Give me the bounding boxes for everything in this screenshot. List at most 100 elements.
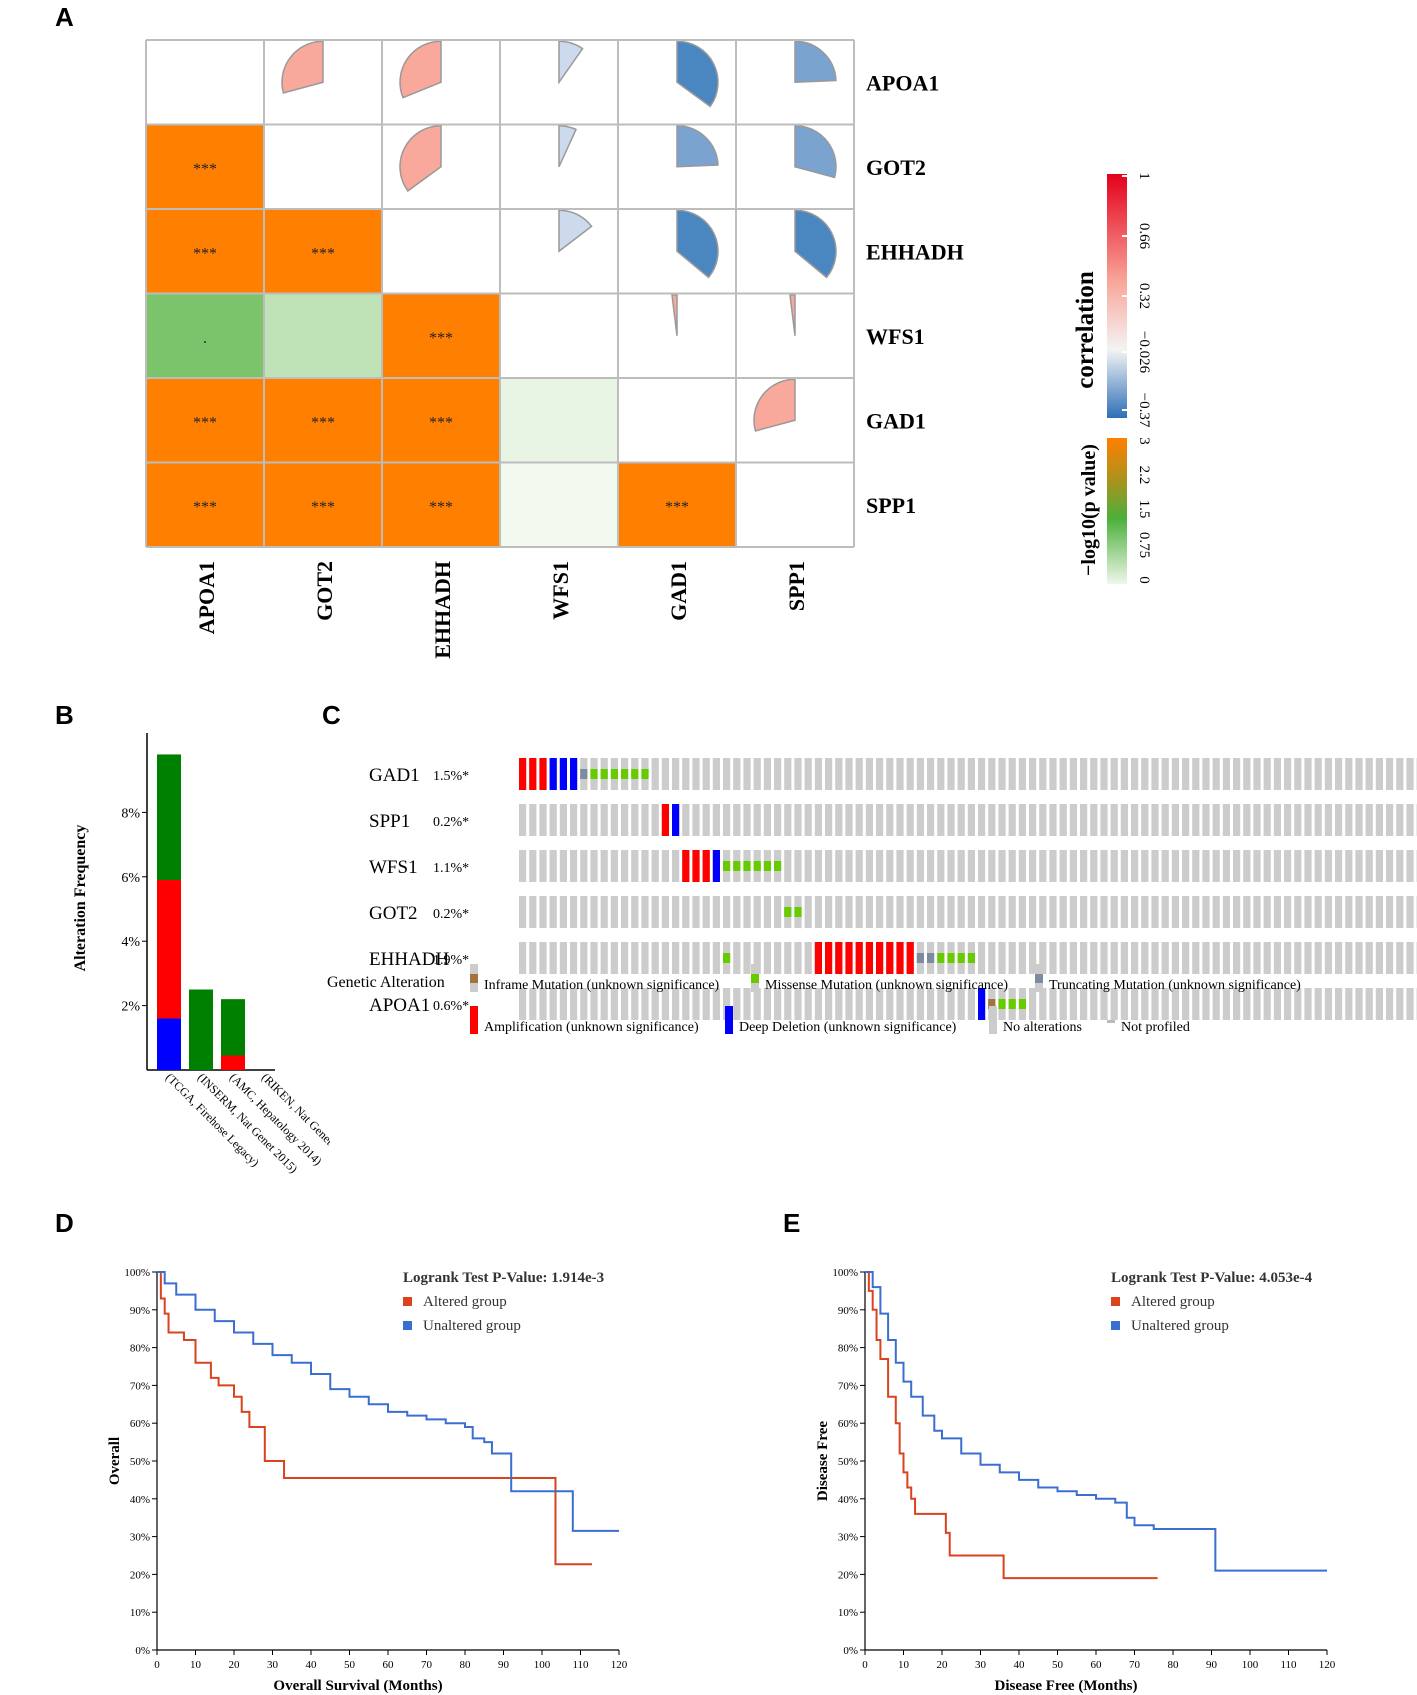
sample-cell [529, 804, 537, 836]
y-tick-label: 80% [838, 1343, 858, 1355]
mutation-mark [1008, 999, 1016, 1009]
legend-label: Missense Mutation (unknown significance) [765, 978, 1008, 993]
mutation-mark [641, 769, 649, 779]
gene-label: GOT2 [369, 903, 418, 924]
sample-cell [610, 804, 618, 836]
sig-stars: *** [429, 499, 453, 516]
sample-cell [1406, 988, 1414, 1020]
sample-cell [1080, 988, 1088, 1020]
sample-cell [1059, 988, 1067, 1020]
sample-cell [1263, 988, 1271, 1020]
sample-cell [1263, 896, 1271, 928]
sample-cell [621, 988, 629, 1020]
sig-cell [264, 209, 382, 294]
sample-cell [988, 850, 996, 882]
sample-cell [539, 804, 547, 836]
sample-cell [1192, 804, 1200, 836]
sample-cell [804, 896, 812, 928]
sample-cell [855, 758, 863, 790]
sample-cell [814, 850, 822, 882]
mutation-mark [743, 861, 751, 871]
y-tick-label: 4% [121, 935, 140, 950]
sample-cell [998, 896, 1006, 928]
sample-cell [559, 804, 567, 836]
legend-swatch [989, 1006, 997, 1034]
sample-cell [672, 988, 680, 1020]
sig-cell [264, 462, 382, 547]
sample-cell [784, 850, 792, 882]
y-axis-title: Disease Free [815, 1421, 831, 1501]
sample-cell [1345, 942, 1353, 974]
sample-cell [1212, 758, 1220, 790]
colorbar-tick-label: 0.75 [1136, 532, 1152, 558]
sample-cell [1212, 850, 1220, 882]
sample-cell [641, 804, 649, 836]
sample-cell [1294, 896, 1302, 928]
colorbar-tick-label: 1 [1136, 172, 1152, 180]
sample-cell [1069, 850, 1077, 882]
legend-label: Unaltered group [1131, 1318, 1229, 1334]
x-tick-label: 0 [862, 1659, 868, 1671]
x-tick-label: 120 [611, 1659, 628, 1671]
colorbar-tick-label: 0.66 [1136, 223, 1152, 250]
sample-cell [1100, 896, 1108, 928]
sample-cell [1304, 988, 1312, 1020]
legend-label: Amplification (unknown significance) [484, 1020, 699, 1035]
sample-cell [763, 942, 771, 974]
sample-cell [1284, 850, 1292, 882]
sample-cell [702, 896, 710, 928]
sample-cell [672, 850, 680, 882]
x-axis-title: Overall Survival (Months) [273, 1678, 442, 1694]
mutation-mark [947, 953, 955, 963]
x-tick-label: 40 [306, 1659, 318, 1671]
sample-cell [712, 804, 720, 836]
sample-cell [549, 850, 557, 882]
sample-cell [1171, 850, 1179, 882]
sample-cell [519, 896, 527, 928]
sample-cell [1039, 850, 1047, 882]
sample-cell [692, 942, 700, 974]
sample-cell [1243, 804, 1251, 836]
sample-cell [1335, 804, 1343, 836]
gene-pct: 0.2%* [433, 907, 469, 922]
sample-cell [1355, 988, 1363, 1020]
sample-cell [1008, 896, 1016, 928]
sample-cell [1263, 942, 1271, 974]
sample-cell [733, 896, 741, 928]
y-axis-title: Overall [107, 1437, 123, 1485]
sample-cell [855, 850, 863, 882]
sample-cell [794, 804, 802, 836]
sample-cell [1100, 758, 1108, 790]
correlation-pie [281, 40, 324, 94]
sample-cell [1110, 850, 1118, 882]
y-tick-label: 0% [843, 1645, 858, 1657]
sample-cell [1304, 758, 1312, 790]
legend-title: Genetic Alteration [327, 974, 445, 991]
sample-cell [967, 850, 975, 882]
sample-cell [804, 758, 812, 790]
sample-cell [1396, 850, 1404, 882]
sample-cell [1284, 758, 1292, 790]
sample-cell [1029, 758, 1037, 790]
sample-cell [519, 988, 527, 1020]
alteration-bar [978, 988, 986, 1020]
sample-cell [1090, 988, 1098, 1020]
alteration-bar [712, 850, 720, 882]
correlation-pie [558, 40, 584, 85]
sample-cell [1365, 988, 1373, 1020]
sample-cell [1069, 804, 1077, 836]
sample-cell [1141, 988, 1149, 1020]
sample-cell [519, 850, 527, 882]
sample-cell [733, 988, 741, 1020]
bar-segment [157, 880, 181, 1019]
legend-label: Altered group [1131, 1294, 1215, 1310]
y-tick-label: 6% [121, 871, 140, 886]
correlation-pie [753, 378, 796, 432]
sample-cell [1069, 896, 1077, 928]
sample-cell [988, 942, 996, 974]
sample-cell [957, 758, 965, 790]
legend-label: Inframe Mutation (unknown significance) [484, 978, 720, 993]
sample-cell [937, 850, 945, 882]
sample-cell [835, 804, 843, 836]
row-label: EHHADH [866, 239, 964, 264]
